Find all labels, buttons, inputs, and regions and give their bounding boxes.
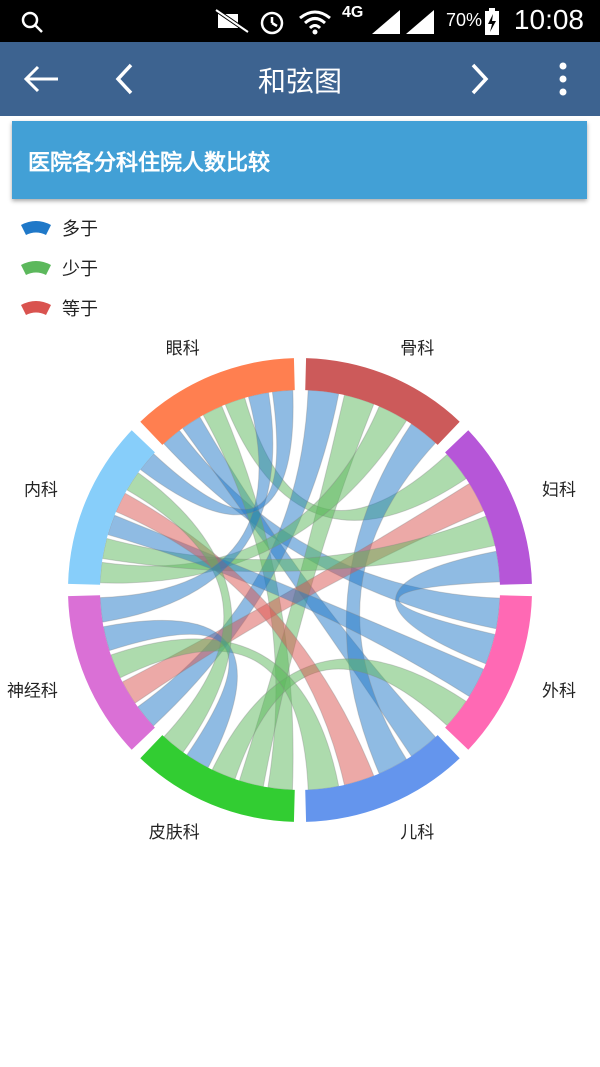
legend-label: 多于: [62, 219, 98, 240]
chord-ribbons: [99, 389, 501, 791]
chevron-right-icon: [471, 63, 489, 95]
app-bar: 和弦图: [0, 42, 600, 116]
group-label: 外科: [542, 681, 576, 701]
next-button[interactable]: [458, 58, 500, 100]
signal-4g-icon: [372, 10, 400, 34]
legend-item[interactable]: 等于: [20, 296, 98, 320]
group-label: 眼科: [166, 339, 200, 359]
group-arc[interactable]: [68, 430, 155, 585]
legend-label: 少于: [62, 259, 98, 280]
legend-swatch-icon: [21, 221, 51, 235]
group-arc[interactable]: [140, 735, 295, 822]
chord-ribbon[interactable]: [211, 658, 467, 780]
back-button[interactable]: [20, 58, 62, 100]
group-arc[interactable]: [140, 358, 295, 445]
group-arc[interactable]: [68, 595, 155, 750]
group-label: 妇科: [542, 481, 576, 501]
back-arrow-icon: [23, 65, 58, 93]
status-bar: 4G 70% 10:08: [0, 0, 600, 42]
legend-item[interactable]: 多于: [20, 216, 98, 240]
previous-button[interactable]: [104, 58, 146, 100]
group-arc[interactable]: [445, 595, 532, 750]
more-vert-icon: [559, 62, 567, 96]
group-label: 骨科: [400, 339, 434, 359]
group-label: 皮肤科: [149, 823, 200, 843]
battery-percent: 70%: [445, 10, 482, 30]
group-arc[interactable]: [305, 735, 460, 822]
status-time: 10:08: [513, 4, 584, 35]
chevron-left-icon: [115, 63, 133, 95]
legend-item[interactable]: 少于: [20, 256, 98, 280]
more-options-button[interactable]: [542, 58, 584, 100]
chart-title: 医院各分科住院人数比较: [28, 151, 271, 176]
chord-ribbon[interactable]: [126, 471, 233, 753]
group-label: 神经科: [7, 681, 58, 701]
chart-title-card: 医院各分科住院人数比较: [12, 121, 587, 199]
legend-swatch-icon: [21, 261, 51, 275]
legend-label: 等于: [62, 299, 98, 320]
group-arc[interactable]: [445, 430, 532, 585]
page-title: 和弦图: [257, 65, 342, 98]
group-label: 内科: [24, 481, 58, 501]
signal-2g-icon: [406, 10, 434, 34]
network-type: 4G: [342, 4, 364, 21]
legend-swatch-icon: [21, 301, 51, 315]
group-label: 儿科: [400, 823, 434, 843]
search-icon[interactable]: [20, 10, 44, 34]
wifi-icon: [299, 10, 331, 35]
chord-ribbon[interactable]: [99, 391, 274, 623]
battery-icon: [485, 8, 499, 35]
alarm-icon: [260, 11, 284, 35]
mute-icon: [214, 8, 250, 34]
group-arc[interactable]: [305, 358, 460, 445]
